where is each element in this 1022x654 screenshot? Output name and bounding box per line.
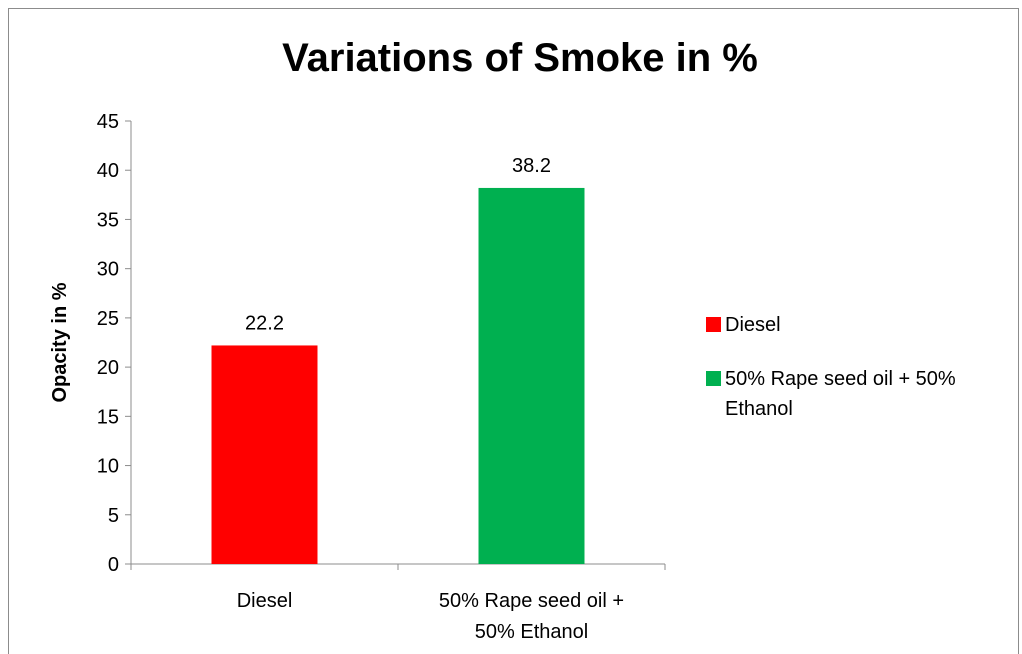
y-tick-label: 25 (97, 308, 119, 330)
legend-label: Diesel (725, 314, 781, 336)
y-tick-label: 5 (108, 505, 119, 527)
y-tick-label: 35 (97, 209, 119, 231)
bar (211, 345, 318, 564)
data-label: 38.2 (512, 155, 551, 177)
y-tick-label: 45 (97, 111, 119, 133)
y-tick-label: 40 (97, 160, 119, 182)
data-label: 22.2 (245, 312, 284, 334)
y-tick-label: 15 (97, 406, 119, 428)
bar (478, 187, 585, 565)
chart-legend: Diesel 50% Rape seed oil + 50% Ethanol (706, 310, 1006, 448)
legend-item: Diesel (706, 310, 1006, 340)
x-tick-label: 50% Rape seed oil +50% Ethanol (439, 590, 624, 643)
legend-label: 50% Rape seed oil + 50% Ethanol (725, 368, 956, 420)
legend-swatch (706, 371, 721, 386)
chart-title: Variations of Smoke in % (282, 36, 758, 80)
y-tick-label: 10 (97, 456, 119, 478)
y-tick-label: 0 (108, 554, 119, 576)
x-tick-label: Diesel (237, 590, 293, 612)
y-axis-title: Opacity in % (49, 282, 71, 402)
y-tick-label: 30 (97, 259, 119, 281)
y-tick-label: 20 (97, 357, 119, 379)
legend-swatch (706, 317, 721, 332)
legend-item: 50% Rape seed oil + 50% Ethanol (706, 364, 1006, 424)
